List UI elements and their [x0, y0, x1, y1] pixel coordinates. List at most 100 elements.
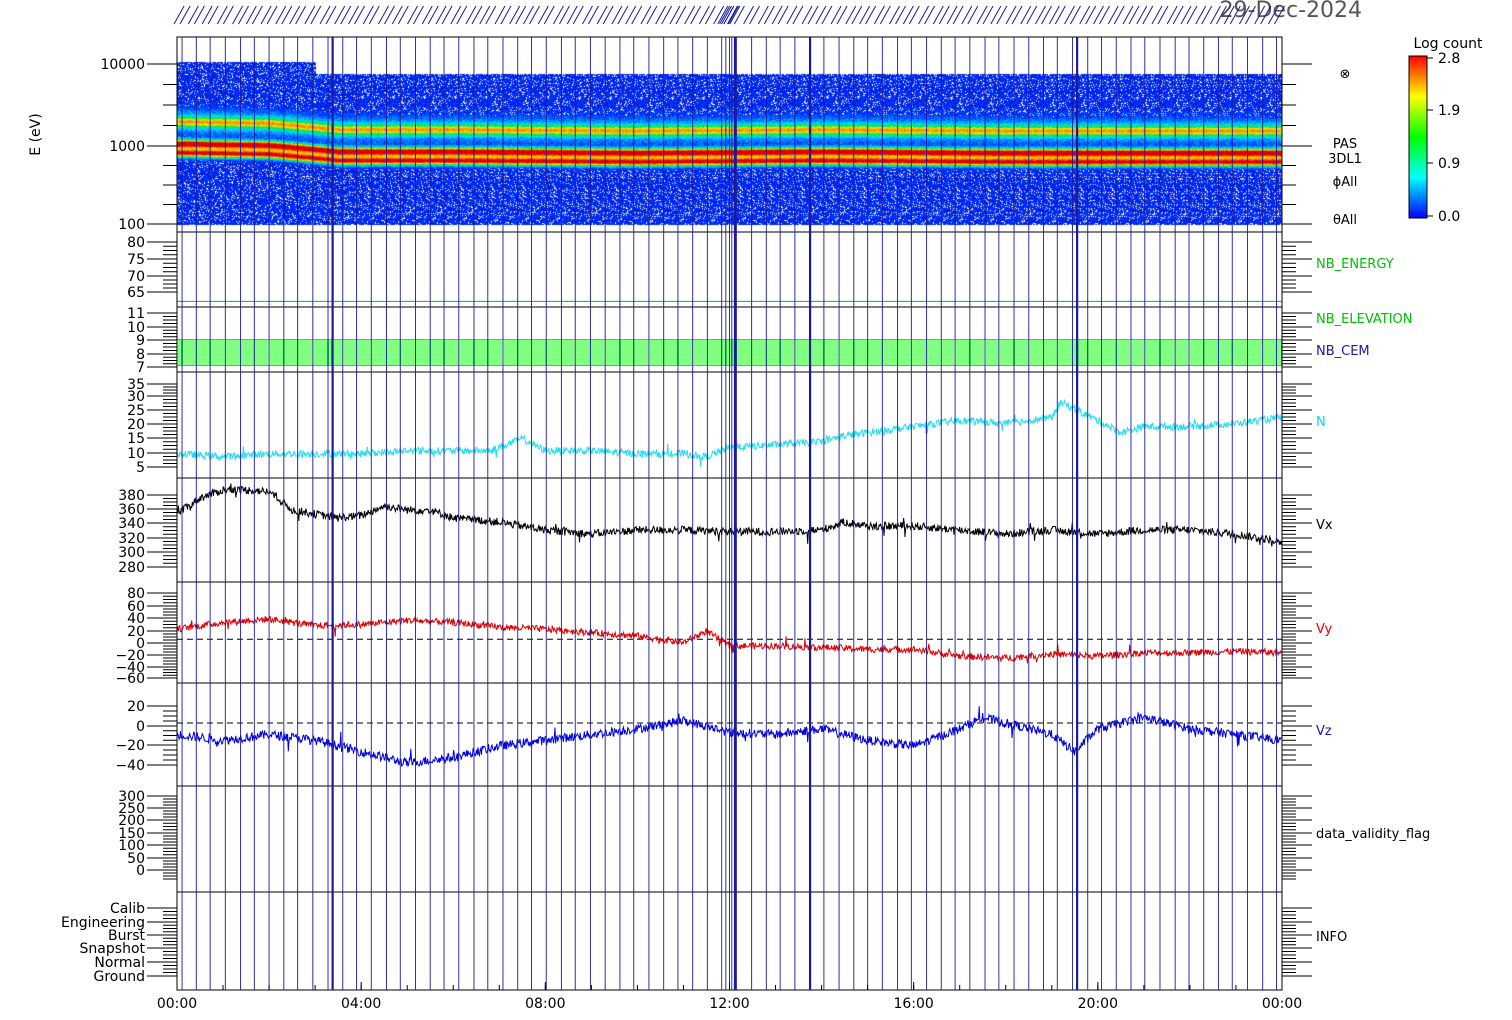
y-tick-label: 80	[127, 235, 145, 251]
marker-tag	[865, 5, 877, 25]
marker-tag	[1070, 5, 1081, 25]
y-tick-label: 10	[127, 446, 145, 462]
marker-tag	[1054, 5, 1066, 25]
y-tick-label: 360	[118, 502, 145, 518]
marker-tag	[727, 5, 738, 25]
marker-tag	[281, 5, 293, 25]
marker-tag	[807, 5, 819, 25]
marker-tag	[509, 5, 521, 25]
marker-tag	[222, 5, 234, 25]
marker-tag	[631, 5, 643, 25]
y-tick-label: 100	[118, 217, 145, 233]
panel-info: CalibEngineeringBurstSnapshotNormalGroun…	[61, 891, 1347, 991]
marker-tag	[698, 5, 710, 25]
marker-tag	[193, 5, 205, 25]
marker-tag	[836, 5, 848, 25]
y-tick-label: 7	[136, 360, 145, 376]
panel-label: NB_ELEVATION	[1316, 312, 1413, 327]
panel-label: Vx	[1316, 518, 1333, 533]
x-tick-label: 00:00	[1262, 996, 1302, 1012]
marker-tag	[572, 5, 584, 25]
marker-tag	[450, 5, 462, 25]
panel-label: NB_CEM	[1316, 344, 1370, 359]
marker-tag	[238, 5, 249, 25]
marker-tag	[669, 5, 681, 25]
marker-tag	[763, 5, 775, 25]
marker-tag	[908, 5, 920, 25]
marker-tag	[757, 5, 769, 25]
marker-tag	[771, 5, 783, 25]
x-tick-label: 20:00	[1078, 996, 1118, 1012]
marker-tag	[727, 5, 739, 25]
marker-tag	[932, 5, 944, 25]
marker-tag	[1128, 5, 1140, 25]
marker-tag	[996, 5, 1008, 25]
marker-tag	[1180, 5, 1192, 25]
marker-tag	[851, 5, 863, 25]
marker-tag	[661, 5, 673, 25]
x-tick-label: 12:00	[709, 996, 749, 1012]
marker-tag	[485, 5, 497, 25]
marker-tag	[646, 5, 658, 25]
x-tick-label: 16:00	[893, 996, 933, 1012]
marker-tag	[325, 5, 337, 25]
marker-tag	[845, 5, 857, 25]
panel-label: N	[1316, 415, 1326, 430]
marker-tag	[675, 5, 687, 25]
marker-tag	[354, 5, 365, 25]
marker-tag	[684, 5, 696, 25]
marker-tag	[1254, 5, 1266, 25]
marker-tag	[786, 5, 798, 25]
marker-tag	[918, 5, 929, 25]
y-tick-label: 35	[127, 377, 145, 393]
marker-tag	[427, 5, 439, 25]
marker-tag	[537, 5, 549, 25]
header-date: 29-Dec-2024	[1220, 0, 1362, 23]
marker-tag	[596, 5, 608, 25]
marker-tag	[515, 5, 527, 25]
marker-tag	[821, 5, 833, 25]
marker-tag	[640, 5, 652, 25]
marker-tag	[1216, 5, 1227, 25]
marker-tag	[1085, 5, 1097, 25]
marker-tag	[1099, 5, 1110, 25]
marker-tag	[873, 5, 885, 25]
y-tick-label: 100	[118, 838, 145, 854]
y-tick-label: 50	[127, 851, 145, 867]
marker-tag	[173, 5, 185, 25]
y-tick-label: 0	[136, 636, 145, 652]
marker-tag	[1210, 5, 1221, 25]
marker-tag	[1079, 5, 1091, 25]
marker-tag	[625, 5, 637, 25]
marker-tag	[523, 5, 534, 25]
marker-tag	[216, 5, 228, 25]
marker-tag	[340, 5, 352, 25]
marker-tag	[1035, 5, 1046, 25]
x-tick-label: 08:00	[525, 996, 565, 1012]
panel-label: data_validity_flag	[1316, 827, 1430, 842]
marker-tag	[441, 5, 453, 25]
y-tick-label: 250	[118, 801, 145, 817]
marker-tag	[961, 5, 973, 25]
y-tick-label: 150	[118, 826, 145, 842]
y-tick-label: Calib	[110, 901, 145, 917]
marker-tag	[397, 5, 409, 25]
marker-tag	[976, 5, 988, 25]
y-tick-label: 5	[136, 460, 145, 476]
marker-tag	[690, 5, 702, 25]
y-tick-label: 65	[127, 285, 145, 301]
y-tick-label: Snapshot	[80, 941, 146, 957]
marker-tag	[260, 5, 272, 25]
marker-tag	[543, 5, 555, 25]
y-tick-label: Ground	[94, 969, 146, 985]
marker-tag	[471, 5, 483, 25]
marker-tag	[895, 5, 906, 25]
marker-tag	[435, 5, 447, 25]
marker-tag	[179, 5, 191, 25]
y-tick-label: Normal	[94, 955, 145, 971]
colorbar-tick-label: 0.0	[1438, 209, 1460, 225]
marker-tag	[792, 5, 804, 25]
